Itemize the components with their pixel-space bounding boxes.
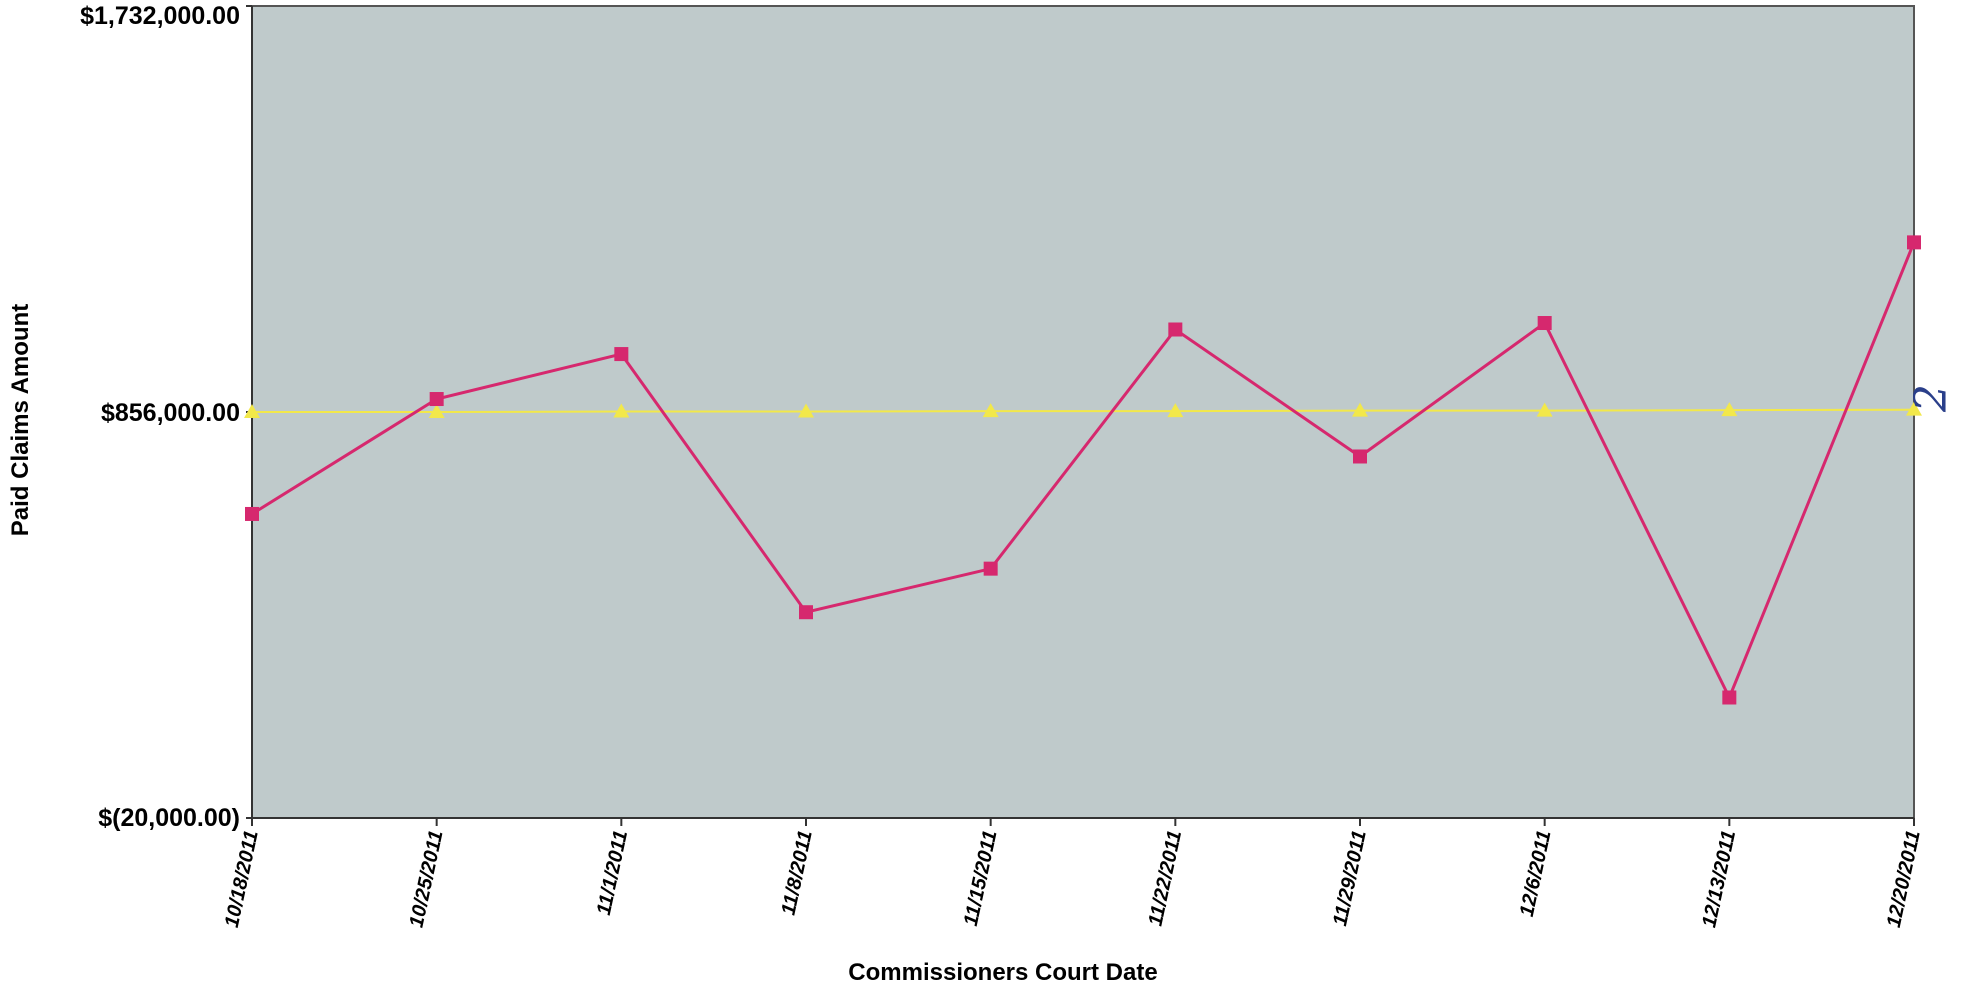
x-tick-label: 12/6/2011 xyxy=(1516,828,1556,918)
data-point xyxy=(244,404,260,418)
data-point xyxy=(1536,402,1553,417)
series-2 xyxy=(244,401,1922,418)
data-point xyxy=(1721,402,1738,417)
data-point xyxy=(1907,235,1921,250)
data-point xyxy=(1353,449,1367,464)
data-point xyxy=(1537,316,1552,331)
x-tick-label: 11/29/2011 xyxy=(1329,828,1371,928)
data-point xyxy=(799,605,813,620)
series-1 xyxy=(245,235,1921,705)
data-point xyxy=(1722,690,1737,705)
x-axis-label: Commissioners Court Date xyxy=(848,959,1157,986)
x-tick-label: 11/8/2011 xyxy=(777,828,816,917)
x-tick-label: 12/13/2011 xyxy=(1698,828,1740,929)
data-point xyxy=(613,403,630,418)
x-tick-label: 10/18/2011 xyxy=(221,828,263,929)
data-point xyxy=(614,347,629,362)
data-point xyxy=(428,404,445,418)
series-line xyxy=(251,241,1916,702)
y-tick-label: $856,000.00 xyxy=(101,399,240,427)
x-tick-label: 11/22/2011 xyxy=(1145,828,1187,928)
series-line xyxy=(252,408,1915,413)
handwritten-annotation: 2 xyxy=(1906,384,1957,413)
data-point xyxy=(982,403,999,418)
data-point xyxy=(798,403,814,418)
data-point xyxy=(245,506,259,521)
data-point xyxy=(1906,401,1922,416)
data-point xyxy=(983,561,998,576)
x-tick-label: 11/15/2011 xyxy=(960,828,1002,928)
x-tick-label: 12/20/2011 xyxy=(1883,828,1925,929)
data-point xyxy=(429,392,444,407)
data-point xyxy=(1167,403,1184,418)
data-point xyxy=(1352,402,1368,417)
data-point xyxy=(1168,322,1183,337)
y-tick-label: $(20,000.00) xyxy=(98,804,240,832)
y-axis-label: Paid Claims Amount xyxy=(7,304,34,536)
x-tick-label: 10/25/2011 xyxy=(406,828,448,929)
x-tick-label: 11/1/2011 xyxy=(593,828,632,917)
y-tick-label: $1,732,000.00 xyxy=(80,2,240,30)
